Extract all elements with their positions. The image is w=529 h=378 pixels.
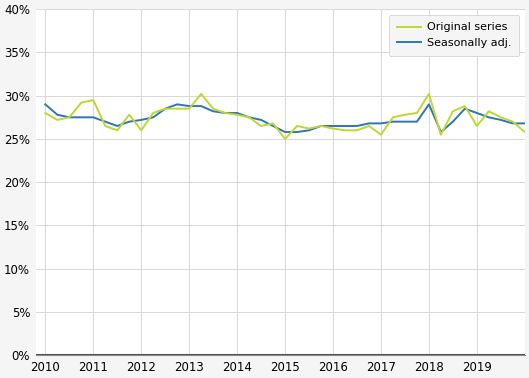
Seasonally adj. xyxy=(318,124,324,128)
Original series xyxy=(234,113,240,117)
Seasonally adj. xyxy=(78,115,85,119)
Original series xyxy=(306,126,312,131)
Seasonally adj. xyxy=(522,121,528,125)
Original series xyxy=(282,137,288,141)
Original series xyxy=(318,124,324,128)
Seasonally adj. xyxy=(66,115,72,119)
Seasonally adj. xyxy=(426,102,432,107)
Original series xyxy=(90,98,96,102)
Original series xyxy=(294,124,300,128)
Original series xyxy=(42,111,49,115)
Original series xyxy=(78,100,85,105)
Original series xyxy=(126,113,132,117)
Seasonally adj. xyxy=(126,119,132,124)
Seasonally adj. xyxy=(270,124,276,128)
Original series xyxy=(102,124,108,128)
Original series xyxy=(66,115,72,119)
Original series xyxy=(198,92,204,96)
Seasonally adj. xyxy=(306,128,312,133)
Seasonally adj. xyxy=(390,119,396,124)
Legend: Original series, Seasonally adj.: Original series, Seasonally adj. xyxy=(389,15,519,56)
Original series xyxy=(426,92,432,96)
Original series xyxy=(498,115,504,119)
Original series xyxy=(390,115,396,119)
Seasonally adj. xyxy=(342,124,348,128)
Original series xyxy=(473,124,480,128)
Seasonally adj. xyxy=(222,111,229,115)
Original series xyxy=(174,106,180,111)
Original series xyxy=(437,132,444,137)
Seasonally adj. xyxy=(90,115,96,119)
Seasonally adj. xyxy=(294,130,300,134)
Seasonally adj. xyxy=(54,113,60,117)
Original series xyxy=(330,126,336,131)
Original series xyxy=(402,113,408,117)
Seasonally adj. xyxy=(234,111,240,115)
Seasonally adj. xyxy=(114,124,121,128)
Line: Original series: Original series xyxy=(45,94,529,139)
Original series xyxy=(486,109,492,113)
Seasonally adj. xyxy=(186,104,193,108)
Original series xyxy=(150,111,157,115)
Seasonally adj. xyxy=(330,124,336,128)
Original series xyxy=(186,106,193,111)
Original series xyxy=(258,124,264,128)
Original series xyxy=(450,109,456,113)
Line: Seasonally adj.: Seasonally adj. xyxy=(45,104,529,132)
Seasonally adj. xyxy=(282,130,288,134)
Seasonally adj. xyxy=(138,118,144,122)
Original series xyxy=(114,128,121,133)
Seasonally adj. xyxy=(486,115,492,119)
Original series xyxy=(522,130,528,134)
Seasonally adj. xyxy=(354,124,360,128)
Seasonally adj. xyxy=(162,106,168,111)
Seasonally adj. xyxy=(102,119,108,124)
Seasonally adj. xyxy=(378,121,384,125)
Original series xyxy=(210,106,216,111)
Seasonally adj. xyxy=(42,102,49,107)
Original series xyxy=(354,128,360,133)
Seasonally adj. xyxy=(174,102,180,107)
Seasonally adj. xyxy=(366,121,372,125)
Seasonally adj. xyxy=(462,106,468,111)
Seasonally adj. xyxy=(473,111,480,115)
Seasonally adj. xyxy=(437,130,444,134)
Original series xyxy=(270,121,276,125)
Seasonally adj. xyxy=(258,118,264,122)
Original series xyxy=(509,119,516,124)
Original series xyxy=(414,111,420,115)
Seasonally adj. xyxy=(198,104,204,108)
Seasonally adj. xyxy=(414,119,420,124)
Original series xyxy=(378,132,384,137)
Seasonally adj. xyxy=(246,115,252,119)
Seasonally adj. xyxy=(498,118,504,122)
Original series xyxy=(246,115,252,119)
Original series xyxy=(138,128,144,133)
Seasonally adj. xyxy=(150,115,157,119)
Original series xyxy=(366,124,372,128)
Seasonally adj. xyxy=(509,121,516,125)
Original series xyxy=(462,104,468,108)
Original series xyxy=(222,111,229,115)
Original series xyxy=(54,118,60,122)
Original series xyxy=(162,106,168,111)
Seasonally adj. xyxy=(450,119,456,124)
Seasonally adj. xyxy=(210,109,216,113)
Seasonally adj. xyxy=(402,119,408,124)
Original series xyxy=(342,128,348,133)
